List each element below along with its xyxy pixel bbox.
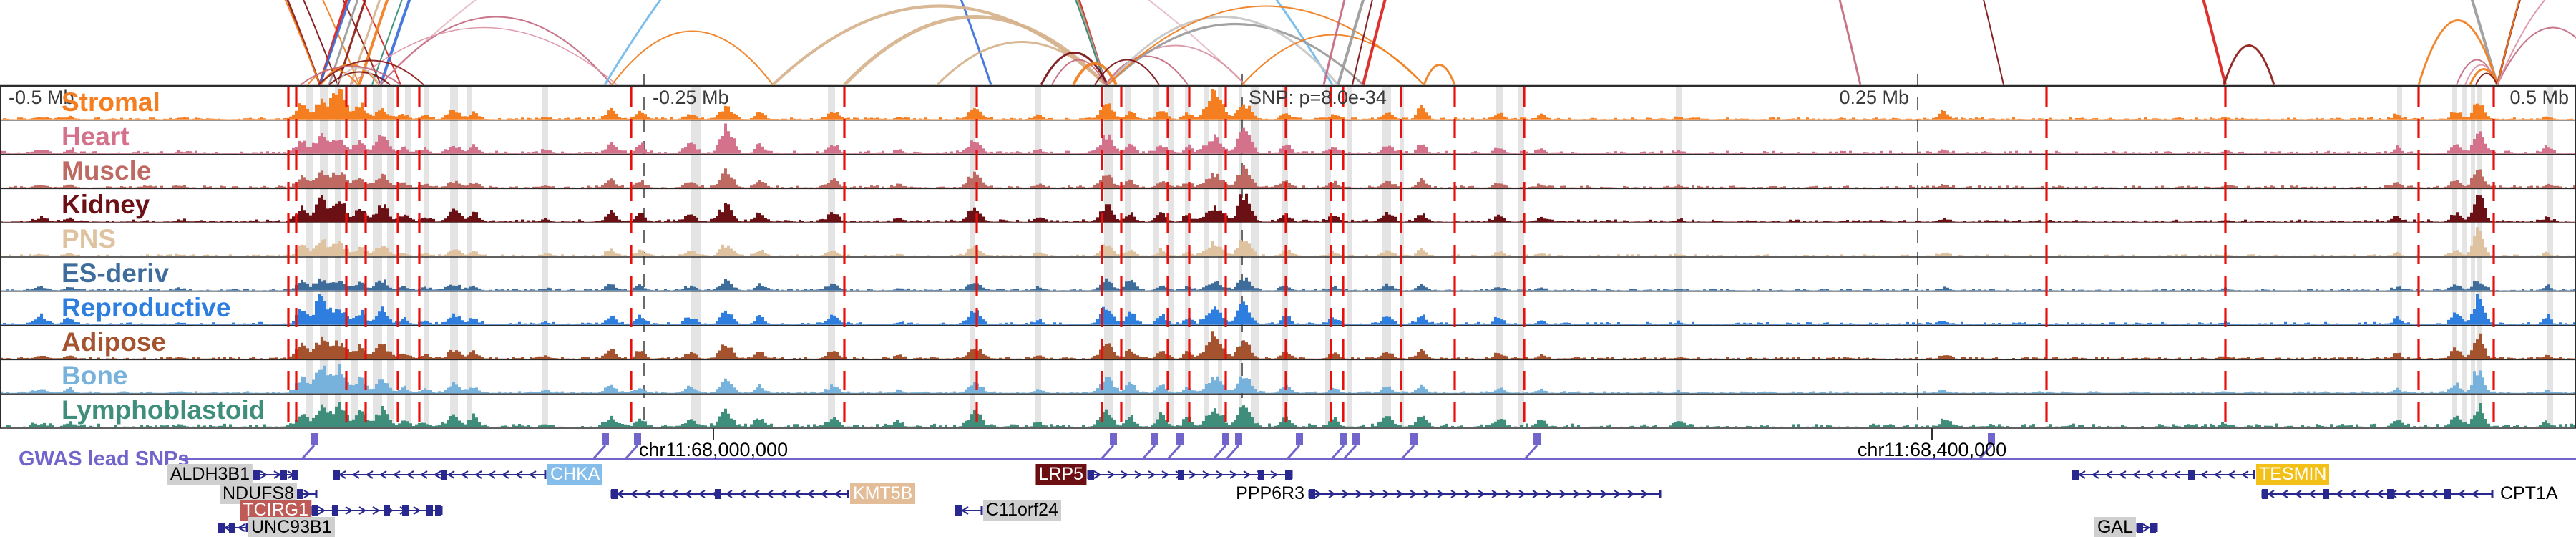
gene-aldh3b1: [253, 470, 298, 480]
axis-tick-label-quarter-right: 0.25 Mb: [1839, 87, 1909, 108]
signal-lymphoblastoid: [0, 402, 2576, 427]
gwas-lead-snps-label: GWAS lead SNPs: [19, 448, 190, 470]
track-label-adipose: Adipose: [62, 326, 166, 357]
axis-tick-label-left: -0.5 Mb: [9, 87, 74, 108]
gwas-snp-marker: [602, 433, 609, 445]
gene-tesmin: [2072, 470, 2255, 480]
gene-label-aldh3b1: ALDH3B1: [167, 464, 253, 485]
signal-heart: [0, 123, 2576, 154]
gene-c11orf24: [955, 505, 983, 516]
gwas-snp-marker: [1222, 433, 1229, 445]
signal-muscle: [0, 165, 2576, 188]
gene-label-tesmin: TESMIN: [2256, 464, 2330, 485]
gwas-snp-marker: [1151, 433, 1158, 445]
gene-ppp6r3: [1308, 489, 1662, 499]
signal-tracks: [0, 89, 2576, 427]
signal-es-deriv: [0, 277, 2576, 291]
gene-chka: [333, 470, 547, 480]
gene-cpt1a: [2261, 489, 2494, 499]
gene-track: [218, 470, 2494, 533]
track-label-heart: Heart: [62, 121, 130, 151]
track-borders: [0, 84, 2576, 429]
gene-label-chka: CHKA: [547, 464, 603, 485]
gene-lrp5: [1087, 470, 1293, 480]
gene-label-unc93b1: UNC93B1: [248, 517, 335, 537]
track-label-reproductive: Reproductive: [62, 292, 231, 322]
interaction-arcs: [284, 0, 2576, 85]
gwas-snp-marker: [311, 433, 318, 445]
track-label-stromal: Stromal: [62, 87, 160, 117]
gene-tcirg1: [311, 505, 443, 516]
signal-kidney: [0, 193, 2576, 223]
gene-label-c11orf24: C11orf24: [983, 500, 1061, 521]
gene-label-ppp6r3: PPP6R3: [1236, 483, 1304, 503]
signal-reproductive: [0, 294, 2576, 325]
gene-label-lrp5: LRP5: [1035, 464, 1086, 485]
gwas-snp-marker: [1340, 433, 1347, 445]
gwas-snp-marker: [1533, 433, 1541, 445]
gwas-snp-marker: [1296, 433, 1303, 445]
track-label-muscle: Muscle: [62, 155, 152, 185]
axis-tick-label-quarter-left: -0.25 Mb: [653, 87, 729, 108]
snp-pvalue-label: SNP: p=8.0e-34: [1249, 87, 1387, 108]
signal-adipose: [0, 331, 2576, 359]
gene-label-kmt5b: KMT5B: [850, 483, 916, 504]
gene-label-gal: GAL: [2094, 517, 2136, 537]
signal-pns: [0, 227, 2576, 256]
gwas-lead-snps-track: [179, 433, 2576, 460]
gwas-snp-marker: [1110, 433, 1117, 445]
gwas-snp-marker: [1988, 433, 1995, 445]
gene-ndufs8: [297, 489, 318, 499]
gene-label-ndufs8: NDUFS8: [219, 483, 297, 504]
coordinate-label-left: chr11:68,000,000: [638, 439, 789, 460]
gwas-snp-marker: [1352, 433, 1360, 445]
gene-label-cpt1a: CPT1A: [2500, 483, 2558, 503]
coordinate-label-right: chr11:68,400,000: [1857, 439, 2007, 460]
gene-kmt5b: [610, 489, 849, 499]
track-label-es-deriv: ES-deriv: [62, 258, 170, 288]
track-label-bone: Bone: [62, 361, 128, 391]
gwas-snp-marker: [1235, 433, 1242, 445]
track-label-kidney: Kidney: [62, 190, 150, 220]
gene-gal: [2136, 523, 2158, 533]
signal-bone: [0, 364, 2576, 394]
gridlines: [643, 74, 1918, 428]
track-label-pns: PNS: [62, 224, 117, 254]
axis-tick-label-right: 0.5 Mb: [2509, 87, 2569, 108]
gwas-snp-marker: [1176, 433, 1184, 445]
track-label-lymphoblastoid: Lymphoblastoid: [62, 395, 265, 425]
snp-guide-lines: [287, 87, 2495, 428]
gwas-snp-marker: [1410, 433, 1418, 445]
gene-unc93b1: [218, 523, 248, 533]
gwas-snp-marker: [634, 433, 641, 445]
